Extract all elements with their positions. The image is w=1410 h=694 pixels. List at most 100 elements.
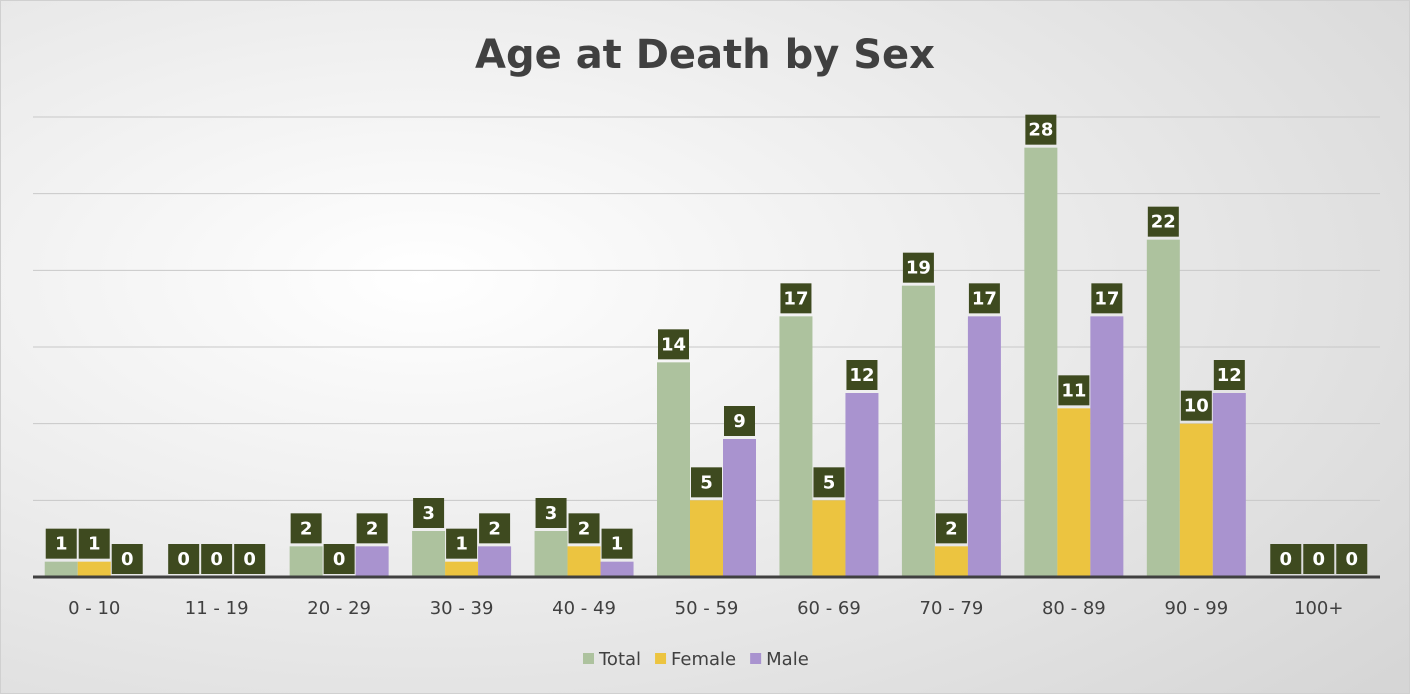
data-label-box: [691, 467, 722, 498]
bar: [690, 500, 723, 577]
data-label-box: [234, 544, 266, 574]
bar: [779, 316, 813, 577]
bar: [723, 439, 756, 577]
bar: [1057, 408, 1091, 577]
x-tick-label: 30 - 39: [430, 598, 494, 619]
data-label: 0: [1313, 549, 1326, 570]
bar: [600, 561, 634, 577]
data-label: 2: [366, 518, 379, 539]
data-label-box: [1180, 390, 1212, 421]
data-label-box: [413, 498, 445, 528]
data-label: 0: [1280, 549, 1293, 570]
data-label-box: [658, 329, 689, 360]
x-tick-label: 100+: [1294, 598, 1343, 619]
data-label-box: [1213, 360, 1245, 390]
data-label: 1: [455, 534, 468, 555]
bar: [44, 561, 78, 577]
data-label-box: [356, 513, 388, 544]
data-label-box: [323, 544, 355, 574]
data-label-box: [1303, 544, 1335, 574]
bar: [812, 500, 846, 577]
data-label-box: [201, 544, 233, 574]
bar: [1179, 423, 1213, 577]
data-label-box: [1336, 544, 1368, 574]
data-label: 0: [121, 549, 134, 570]
data-label: 3: [545, 503, 558, 524]
data-label-box: [1025, 114, 1057, 145]
data-label: 0: [1346, 549, 1359, 570]
bar: [1146, 239, 1180, 577]
data-label-box: [780, 283, 812, 314]
x-tick-label: 60 - 69: [797, 598, 861, 619]
data-label: 9: [733, 411, 746, 432]
bar: [845, 393, 879, 577]
bar: [901, 285, 935, 577]
bar: [657, 362, 690, 577]
bar: [445, 561, 479, 577]
bar: [77, 561, 111, 577]
chart-title: Age at Death by Sex: [475, 32, 935, 78]
data-label-box: [902, 252, 934, 283]
data-label-box: [568, 513, 600, 544]
bar: [1212, 393, 1246, 577]
data-label-box: [846, 360, 878, 390]
data-label: 11: [1061, 380, 1086, 401]
x-tick-label: 50 - 59: [675, 598, 739, 619]
data-label-box: [111, 544, 143, 574]
data-label-box: [78, 528, 110, 559]
legend-label: Male: [766, 649, 809, 670]
legend-swatch: [655, 653, 667, 664]
data-label-box: [1058, 375, 1090, 406]
data-label-box: [535, 498, 567, 528]
data-label-box: [168, 544, 200, 574]
x-tick-label: 0 - 10: [68, 598, 120, 619]
data-label-box: [968, 283, 1000, 314]
data-label: 0: [243, 549, 256, 570]
data-label: 1: [611, 534, 624, 555]
data-label: 17: [972, 288, 997, 309]
x-tick-label: 11 - 19: [185, 598, 249, 619]
data-label: 5: [823, 472, 836, 493]
data-label: 17: [1094, 288, 1119, 309]
data-label: 0: [210, 549, 223, 570]
data-label-box: [935, 513, 967, 544]
data-label: 0: [177, 549, 190, 570]
bar: [534, 531, 568, 577]
bar: [567, 546, 601, 577]
data-label-box: [1091, 283, 1123, 314]
legend-swatch: [750, 653, 762, 664]
data-label: 2: [300, 518, 313, 539]
data-label-box: [45, 528, 77, 559]
data-label: 2: [488, 518, 501, 539]
bar: [289, 546, 323, 577]
bar: [478, 546, 512, 577]
data-label: 1: [88, 534, 101, 555]
data-label-box: [1147, 206, 1179, 237]
legend-swatch: [583, 653, 594, 664]
x-tick-label: 20 - 29: [307, 598, 371, 619]
data-label: 0: [333, 549, 346, 570]
data-label: 22: [1151, 212, 1176, 233]
bar: [967, 316, 1001, 577]
x-tick-label: 40 - 49: [552, 598, 616, 619]
data-label: 1: [55, 534, 68, 555]
data-label-box: [479, 513, 511, 544]
data-label: 12: [1217, 365, 1242, 386]
data-label-box: [813, 467, 845, 498]
legend-label: Total: [598, 649, 641, 670]
data-label: 28: [1028, 120, 1053, 141]
x-tick-label: 70 - 79: [920, 598, 984, 619]
data-label-box: [446, 528, 478, 559]
data-label: 2: [578, 518, 591, 539]
data-label-box: [1270, 544, 1302, 574]
bar: [355, 546, 389, 577]
data-label: 2: [945, 518, 958, 539]
data-label: 17: [783, 288, 808, 309]
data-label: 10: [1184, 396, 1209, 417]
data-label: 5: [700, 472, 713, 493]
data-label: 19: [906, 258, 931, 279]
data-label: 3: [422, 503, 435, 524]
bar: [1090, 316, 1124, 577]
